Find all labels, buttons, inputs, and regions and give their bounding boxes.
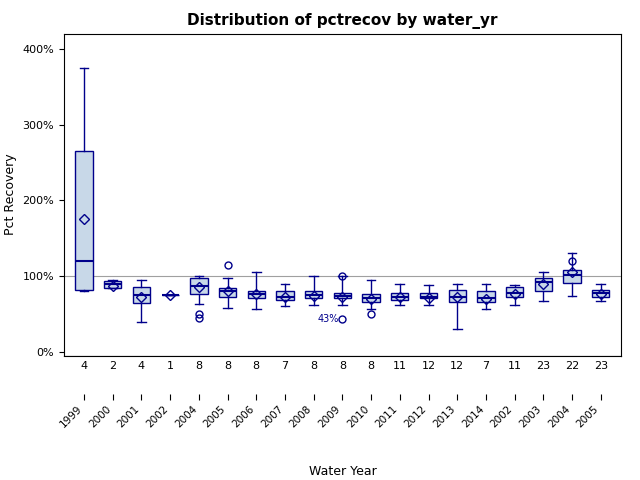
Text: Water Year: Water Year [308,465,376,478]
Text: 4: 4 [138,361,145,372]
Title: Distribution of pctrecov by water_yr: Distribution of pctrecov by water_yr [187,13,498,29]
Text: 23: 23 [536,361,550,372]
Text: 11: 11 [508,361,522,372]
Text: 12: 12 [450,361,464,372]
Text: 8: 8 [339,361,346,372]
PathPatch shape [477,291,495,302]
PathPatch shape [391,293,408,300]
Text: 1: 1 [166,361,173,372]
PathPatch shape [506,288,524,297]
Text: 8: 8 [310,361,317,372]
Text: 22: 22 [565,361,579,372]
PathPatch shape [305,291,323,298]
PathPatch shape [104,281,122,288]
Text: 7: 7 [282,361,289,372]
Text: 43%: 43% [317,314,339,324]
Text: 11: 11 [393,361,407,372]
Text: 23: 23 [594,361,608,372]
Text: 8: 8 [253,361,260,372]
PathPatch shape [449,290,466,302]
Text: 8: 8 [224,361,231,372]
PathPatch shape [534,277,552,290]
PathPatch shape [76,151,93,290]
PathPatch shape [248,291,265,298]
PathPatch shape [219,288,236,297]
Y-axis label: Pct Recovery: Pct Recovery [4,154,17,236]
PathPatch shape [276,291,294,300]
PathPatch shape [133,288,150,303]
PathPatch shape [592,290,609,297]
Text: 4: 4 [81,361,88,372]
PathPatch shape [563,270,580,283]
PathPatch shape [420,293,437,298]
PathPatch shape [362,294,380,302]
PathPatch shape [334,293,351,298]
Text: 12: 12 [422,361,436,372]
PathPatch shape [190,277,207,294]
Text: 7: 7 [483,361,490,372]
Text: 8: 8 [367,361,374,372]
Text: 2: 2 [109,361,116,372]
Text: 8: 8 [195,361,202,372]
